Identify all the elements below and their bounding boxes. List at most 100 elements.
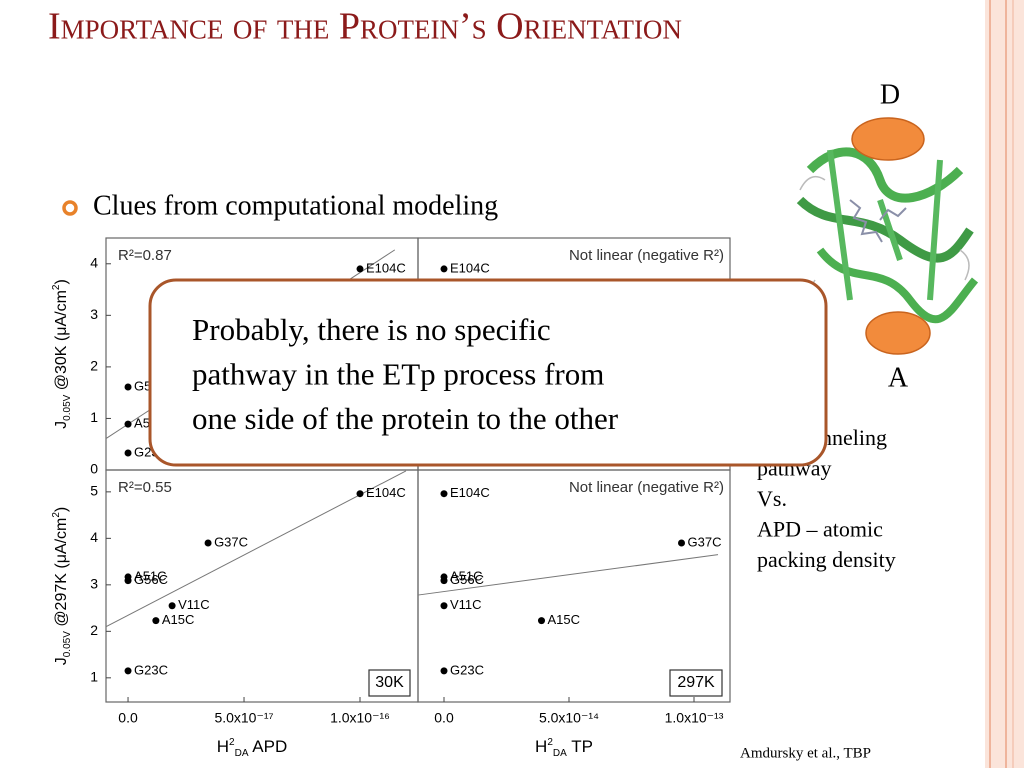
border-band <box>985 0 1024 768</box>
callout: Probably, there is no specific pathway in… <box>148 278 828 467</box>
point-label: G37C <box>214 534 248 549</box>
point-label: E104C <box>450 260 490 275</box>
annotation: R²=0.87 <box>118 247 172 264</box>
side-line: APD – atomic <box>757 517 883 542</box>
y-tick-label: 1 <box>90 669 98 685</box>
point-label: G23C <box>134 662 168 677</box>
callout-line: Probably, there is no specific <box>192 312 551 347</box>
point-label: E104C <box>366 485 406 500</box>
annotation: Not linear (negative R²) <box>569 479 724 496</box>
label-part: DA <box>553 748 567 759</box>
data-point <box>440 602 448 610</box>
data-point <box>356 265 364 273</box>
data-point <box>124 383 132 391</box>
acceptor-label: A <box>888 362 909 393</box>
point-label: G37C <box>688 534 722 549</box>
point-label: A51C <box>450 568 483 583</box>
heme <box>849 199 907 243</box>
point-label: G56C <box>134 572 168 587</box>
callout-line: pathway in the ETp process from <box>192 357 604 392</box>
data-point <box>124 667 132 675</box>
label-part: J <box>53 421 70 429</box>
x-axis-label: H2DA TP <box>535 737 593 759</box>
x-tick-label: 0.0 <box>118 710 138 726</box>
data-point <box>124 577 132 585</box>
label-part: H <box>535 737 547 756</box>
annotation: R²=0.55 <box>118 479 172 496</box>
bullet-text: Clues from computational modeling <box>93 190 498 221</box>
point-label: A15C <box>548 612 581 627</box>
label-part: @30K (μA/cm <box>53 290 70 395</box>
data-point <box>440 490 448 498</box>
side-line: packing density <box>757 547 896 572</box>
y-tick-label: 5 <box>90 483 98 499</box>
label-part: 2 <box>51 284 62 290</box>
data-point <box>168 602 176 610</box>
temperature-label: 297K <box>677 674 715 691</box>
fit-line <box>105 470 407 628</box>
point-label: A51C <box>134 568 167 583</box>
temperature-box <box>669 669 723 697</box>
x-tick-label: 5.0x10⁻¹⁷ <box>214 710 273 726</box>
data-point <box>124 420 132 428</box>
label-part: TP <box>567 737 593 756</box>
point-label: E104C <box>450 485 490 500</box>
side-line: Vs. <box>757 486 787 511</box>
y-tick-label: 3 <box>90 306 98 322</box>
point-label: V11C <box>450 597 482 612</box>
label-part: 2 <box>547 737 553 748</box>
data-point <box>440 577 448 585</box>
point-label: G23C <box>450 662 484 677</box>
x-tick-label: 1.0x10⁻¹⁶ <box>330 710 390 726</box>
data-point <box>678 539 685 547</box>
acceptor-site <box>865 311 931 355</box>
ribbon <box>827 149 943 301</box>
plot-frame <box>417 469 731 703</box>
label-part: ) <box>53 279 70 284</box>
label-part: DA <box>235 748 249 759</box>
y-tick-label: 0 <box>90 461 98 477</box>
donor-site <box>851 117 925 161</box>
label-part: 0.05V <box>62 394 73 420</box>
slide-title: Importance of the Protein’s Orientation <box>48 6 682 48</box>
y-tick-label: 4 <box>90 254 98 270</box>
donor-label: D <box>880 79 900 110</box>
x-tick-label: 5.0x10⁻¹⁴ <box>539 710 599 726</box>
ribbon <box>806 147 964 203</box>
bullet-icon <box>62 200 78 216</box>
y-axis-label: J0.05V @30K (μA/cm2) <box>51 279 73 429</box>
point-label: V11C <box>178 597 210 612</box>
data-point <box>204 539 212 547</box>
y-tick-label: 2 <box>90 622 98 638</box>
data-point <box>538 617 545 625</box>
y-tick-label: 1 <box>90 409 98 425</box>
annotation: Not linear (negative R²) <box>569 247 724 264</box>
point-label: G56C <box>450 572 484 587</box>
y-tick-label: 3 <box>90 576 98 592</box>
protein-image: D A <box>796 79 979 393</box>
label-part: 2 <box>51 512 62 518</box>
callout-box <box>148 278 828 467</box>
label-part: J <box>53 657 70 665</box>
label-part: ) <box>53 507 70 512</box>
temperature-box <box>368 669 411 697</box>
data-point <box>440 265 448 273</box>
y-tick-label: 2 <box>90 358 98 374</box>
citation: Amdursky et al., TBP <box>740 745 871 761</box>
point-label: A15C <box>162 612 195 627</box>
y-tick-label: 4 <box>90 529 98 545</box>
y-axis-label: J0.05V @297K (μA/cm2) <box>51 507 73 666</box>
data-point <box>152 617 160 625</box>
point-label: E104C <box>366 260 406 275</box>
ribbon <box>796 196 974 263</box>
x-tick-label: 1.0x10⁻¹³ <box>665 710 724 726</box>
label-part: APD <box>249 737 288 756</box>
label-part: H <box>217 737 229 756</box>
data-point <box>124 449 132 457</box>
fit-line <box>417 554 719 596</box>
label-part: 2 <box>229 737 235 748</box>
